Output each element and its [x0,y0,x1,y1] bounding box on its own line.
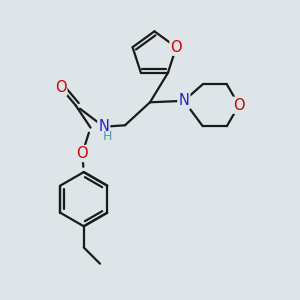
Text: N: N [178,93,189,108]
Text: N: N [98,119,109,134]
Text: O: O [170,40,182,55]
Text: O: O [233,98,245,113]
Text: O: O [76,146,88,161]
Text: H: H [103,130,112,143]
Text: O: O [55,80,66,95]
